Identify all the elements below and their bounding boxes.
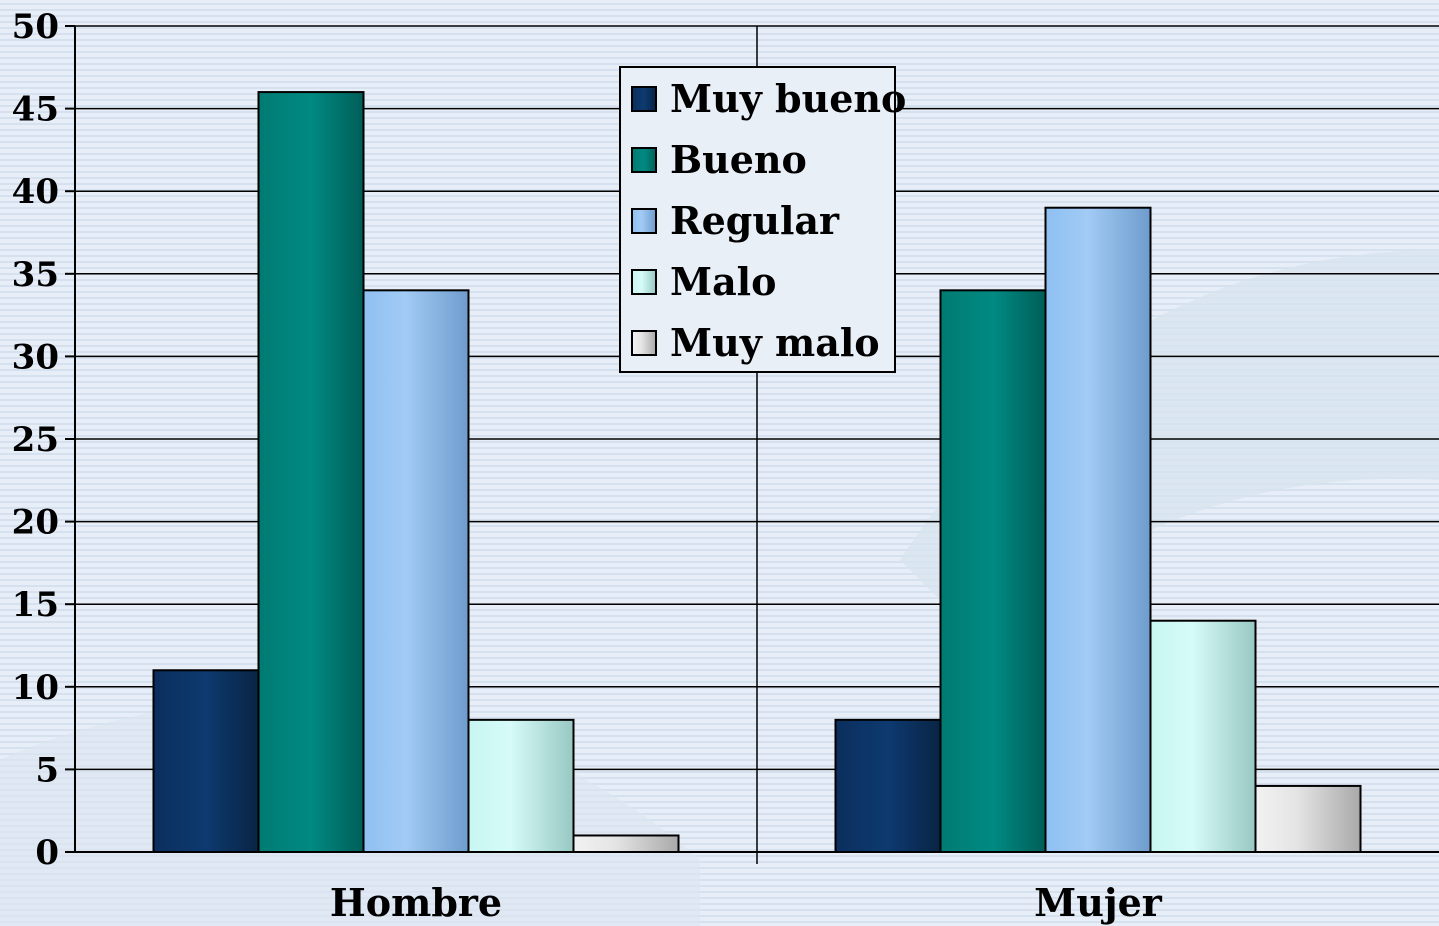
bar <box>572 834 680 853</box>
y-tick-label: 20 <box>12 503 59 543</box>
y-tick-label: 35 <box>12 255 59 295</box>
legend-swatch <box>631 147 657 173</box>
bar <box>939 289 1047 853</box>
bar <box>467 718 575 854</box>
bars <box>152 91 1362 854</box>
bar <box>152 669 260 854</box>
legend-box <box>619 66 896 373</box>
y-tick-label: 50 <box>12 7 59 47</box>
bar <box>1149 619 1257 853</box>
bar <box>1254 784 1362 853</box>
legend-swatch <box>631 330 657 356</box>
legend: Muy bueno Bueno Regular Malo Muy malo <box>619 66 906 373</box>
legend-label: Muy malo <box>670 320 880 365</box>
bar <box>257 91 365 853</box>
y-tick-label: 15 <box>12 585 59 625</box>
category-label: Hombre <box>330 880 502 925</box>
legend-label: Bueno <box>670 137 807 182</box>
legend-swatch <box>631 86 657 112</box>
legend-swatch <box>631 208 657 234</box>
y-tick-label: 45 <box>12 90 59 130</box>
category-label: Mujer <box>1034 880 1163 925</box>
legend-label: Regular <box>670 198 840 243</box>
y-tick-label: 5 <box>35 750 59 790</box>
legend-swatch <box>631 269 657 295</box>
y-tick-label: 0 <box>35 833 59 873</box>
legend-label: Malo <box>670 259 776 304</box>
y-tick-label: 30 <box>12 337 59 377</box>
y-tick-label: 40 <box>12 172 59 212</box>
y-tick-label: 25 <box>12 420 59 460</box>
legend-label: Muy bueno <box>670 76 906 121</box>
bar <box>834 718 942 854</box>
bar <box>1044 206 1152 854</box>
y-tick-label: 10 <box>12 668 59 708</box>
axes: 0 5 10 15 20 25 30 35 40 45 50 Hombre Mujer <box>12 7 1439 925</box>
bar <box>362 289 470 853</box>
